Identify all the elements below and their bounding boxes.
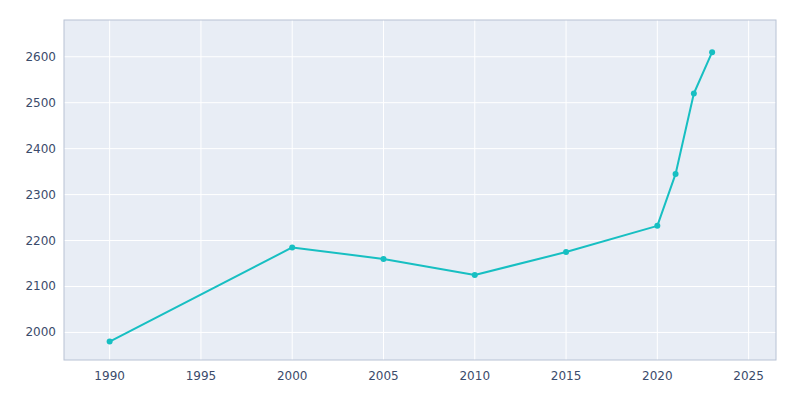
y-grid-line bbox=[64, 332, 776, 333]
x-tick-label: 1990 bbox=[94, 369, 125, 383]
y-tick-label: 2400 bbox=[25, 142, 56, 156]
data-layer bbox=[107, 49, 715, 344]
x-grid-line bbox=[292, 20, 293, 360]
x-grid-line bbox=[566, 20, 567, 360]
y-grid-line bbox=[64, 102, 776, 103]
point bbox=[380, 256, 386, 262]
point bbox=[107, 339, 113, 345]
y-tick-label: 2000 bbox=[25, 325, 56, 339]
y-grid-line bbox=[64, 56, 776, 57]
y-tick-label: 2300 bbox=[25, 188, 56, 202]
x-tick-label: 2000 bbox=[277, 369, 308, 383]
x-tick-label: 2025 bbox=[733, 369, 764, 383]
line bbox=[110, 52, 712, 341]
point bbox=[289, 244, 295, 250]
x-tick-label: 2010 bbox=[459, 369, 490, 383]
tick-labels: 1990 1995 2000 2005 2010 2015 2020 2025 2000 2100… bbox=[25, 50, 763, 383]
x-grid-line bbox=[474, 20, 475, 360]
x-grid-line bbox=[657, 20, 658, 360]
y-tick-label: 2100 bbox=[25, 279, 56, 293]
y-grid-line bbox=[64, 286, 776, 287]
y-grid-line bbox=[64, 240, 776, 241]
x-tick-label: 2005 bbox=[368, 369, 399, 383]
y-tick-label: 2600 bbox=[25, 50, 56, 64]
point bbox=[691, 91, 697, 97]
x-tick-label: 1995 bbox=[186, 369, 217, 383]
point bbox=[709, 49, 715, 55]
x-tick-label: 2015 bbox=[551, 369, 582, 383]
grid bbox=[64, 20, 776, 360]
y-tick-label: 2500 bbox=[25, 96, 56, 110]
x-grid-line bbox=[200, 20, 201, 360]
plot-background bbox=[64, 20, 776, 360]
chart-container: 1990 1995 2000 2005 2010 2015 2020 2025 2000 2100… bbox=[0, 0, 800, 400]
plot-frame bbox=[64, 20, 776, 360]
x-tick-label: 2020 bbox=[642, 369, 673, 383]
x-grid-line bbox=[383, 20, 384, 360]
point bbox=[654, 223, 660, 229]
x-grid-line bbox=[748, 20, 749, 360]
point bbox=[472, 272, 478, 278]
point bbox=[563, 249, 569, 255]
y-tick-label: 2200 bbox=[25, 234, 56, 248]
x-grid-line bbox=[109, 20, 110, 360]
y-grid-line bbox=[64, 148, 776, 149]
chart: 1990 1995 2000 2005 2010 2015 2020 2025 2000 2100… bbox=[0, 0, 800, 400]
point bbox=[673, 171, 679, 177]
